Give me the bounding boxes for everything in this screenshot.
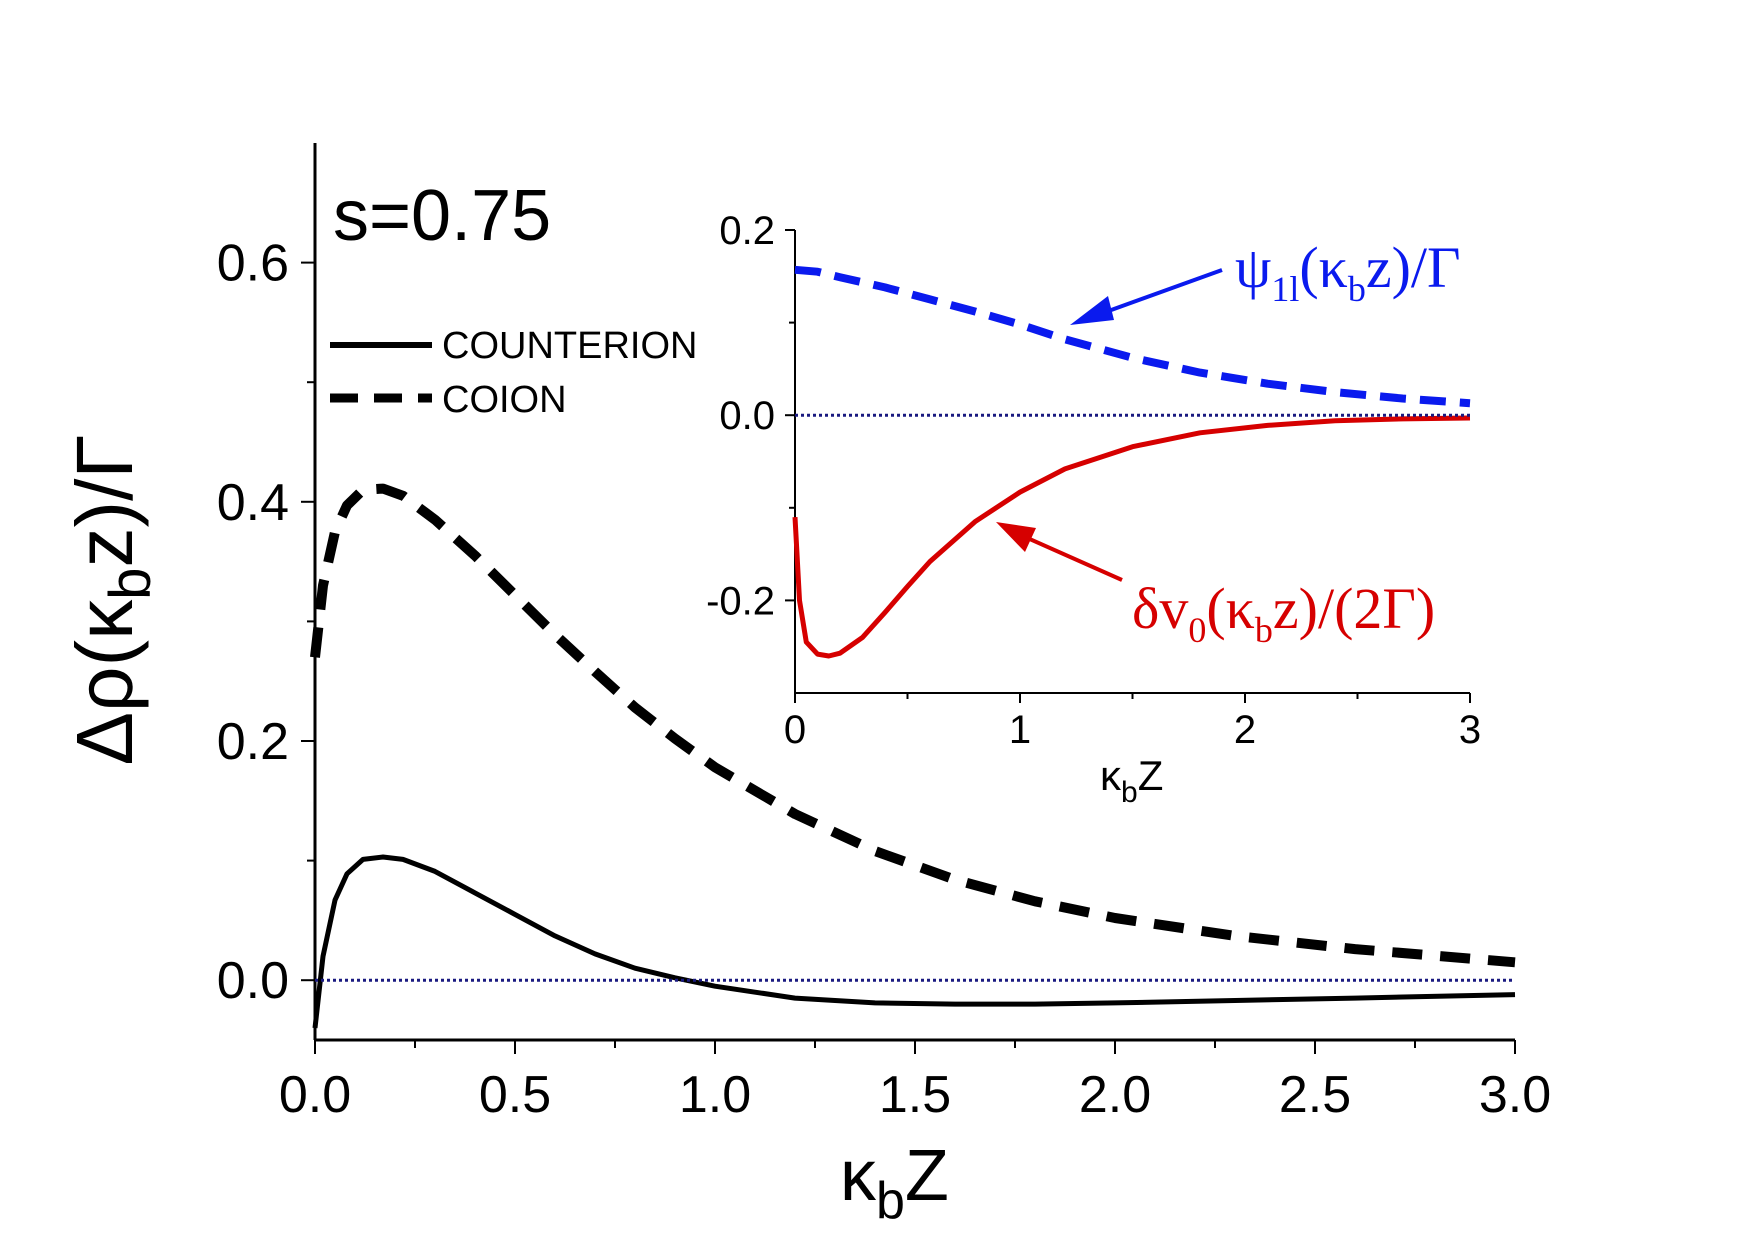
delta-arrow-head bbox=[996, 522, 1036, 552]
main-series-1 bbox=[310, 483, 1516, 968]
inset-y-tick-label: -0.2 bbox=[706, 579, 775, 623]
delta-sub: 0 bbox=[1188, 610, 1206, 650]
inset-ticks: 0 1 2 3 -0.2 0.0 0.2 bbox=[706, 209, 1481, 752]
main-x-axis-label-main: κ bbox=[840, 1136, 877, 1216]
psi-pre: ψ bbox=[1235, 235, 1271, 300]
main-y-tick-label: 0.6 bbox=[217, 235, 289, 293]
inset-annotation-psi: ψ1l(κbz)/Γ bbox=[1235, 235, 1461, 309]
main-y-axis-label-sub: b bbox=[98, 568, 163, 600]
psi-post: (κ bbox=[1299, 235, 1348, 300]
inset-x-axis-label: κbZ bbox=[1100, 752, 1163, 809]
main-series bbox=[310, 483, 1516, 1029]
inset-series bbox=[792, 265, 1471, 659]
legend-label-coion: COION bbox=[442, 379, 567, 421]
delta-sub2: b bbox=[1255, 610, 1273, 650]
main-y-axis-label-post: z)/Γ bbox=[60, 435, 149, 568]
delta-post2: z)/(2Γ) bbox=[1273, 576, 1435, 641]
main-y-axis-label: Δρ(κbz)/Γ bbox=[60, 435, 163, 766]
main-x-axis-label-sub: b bbox=[876, 1172, 905, 1230]
psi-sub: 1l bbox=[1271, 269, 1299, 309]
main-x-tick-label: 2.0 bbox=[1079, 1066, 1151, 1124]
inset-series-0 bbox=[794, 265, 1471, 408]
main-x-tick-label: 1.0 bbox=[679, 1066, 751, 1124]
main-y-tick-label: 0.0 bbox=[217, 952, 289, 1010]
main-x-tick-label: 0.0 bbox=[279, 1066, 351, 1124]
inset-x-tick-label: 3 bbox=[1459, 708, 1481, 752]
main-plot: 0.0 0.5 1.0 1.5 2.0 2.5 3.0 0.0 0.2 0.4 0.6 s=0.75… bbox=[60, 143, 1551, 1230]
main-ticks: 0.0 0.5 1.0 1.5 2.0 2.5 3.0 0.0 0.2 0.4 0.6 bbox=[217, 235, 1551, 1124]
main-x-tick-label: 0.5 bbox=[479, 1066, 551, 1124]
main-x-tick-label: 3.0 bbox=[1479, 1066, 1551, 1124]
inset-x-axis-label-main: κ bbox=[1100, 752, 1122, 799]
main-y-axis-label-pre: Δρ(κ bbox=[60, 599, 149, 766]
main-x-axis-label-tail: Z bbox=[905, 1136, 949, 1216]
inset-x-tick-label: 1 bbox=[1009, 708, 1031, 752]
inset-x-tick-label: 0 bbox=[784, 708, 806, 752]
legend-label-counterion: COUNTERION bbox=[442, 325, 697, 367]
psi-arrow-head bbox=[1070, 296, 1114, 325]
inset-series-1 bbox=[792, 415, 1471, 659]
inset-x-tick-label: 2 bbox=[1234, 708, 1256, 752]
psi-post2: z)/Γ bbox=[1366, 235, 1461, 300]
parameter-annotation: s=0.75 bbox=[333, 176, 551, 256]
main-series-0 bbox=[312, 854, 1516, 1029]
psi-sub2: b bbox=[1348, 269, 1366, 309]
delta-pre: δv bbox=[1132, 576, 1188, 641]
main-x-tick-label: 2.5 bbox=[1279, 1066, 1351, 1124]
main-y-tick-label: 0.2 bbox=[217, 713, 289, 771]
main-legend: COUNTERION COION bbox=[330, 325, 697, 421]
main-x-tick-label: 1.5 bbox=[879, 1066, 951, 1124]
inset-annotation-delta: δv0(κbz)/(2Γ) bbox=[1132, 576, 1435, 650]
inset-y-tick-label: 0.2 bbox=[719, 209, 775, 253]
main-x-axis-label: κbZ bbox=[840, 1136, 949, 1230]
main-y-tick-label: 0.4 bbox=[217, 474, 289, 532]
inset-y-tick-label: 0.0 bbox=[719, 394, 775, 438]
inset-plot: 0 1 2 3-0.20.00.2 κbZ ψ1l(κbz)/Γ δv0(κbz)/(… bbox=[706, 209, 1481, 809]
delta-post: (κ bbox=[1206, 576, 1255, 641]
inset-x-axis-label-sub: b bbox=[1121, 776, 1138, 809]
inset-x-axis-label-tail: Z bbox=[1138, 752, 1164, 799]
